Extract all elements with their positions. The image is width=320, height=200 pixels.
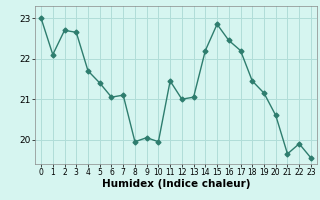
X-axis label: Humidex (Indice chaleur): Humidex (Indice chaleur): [102, 179, 250, 189]
